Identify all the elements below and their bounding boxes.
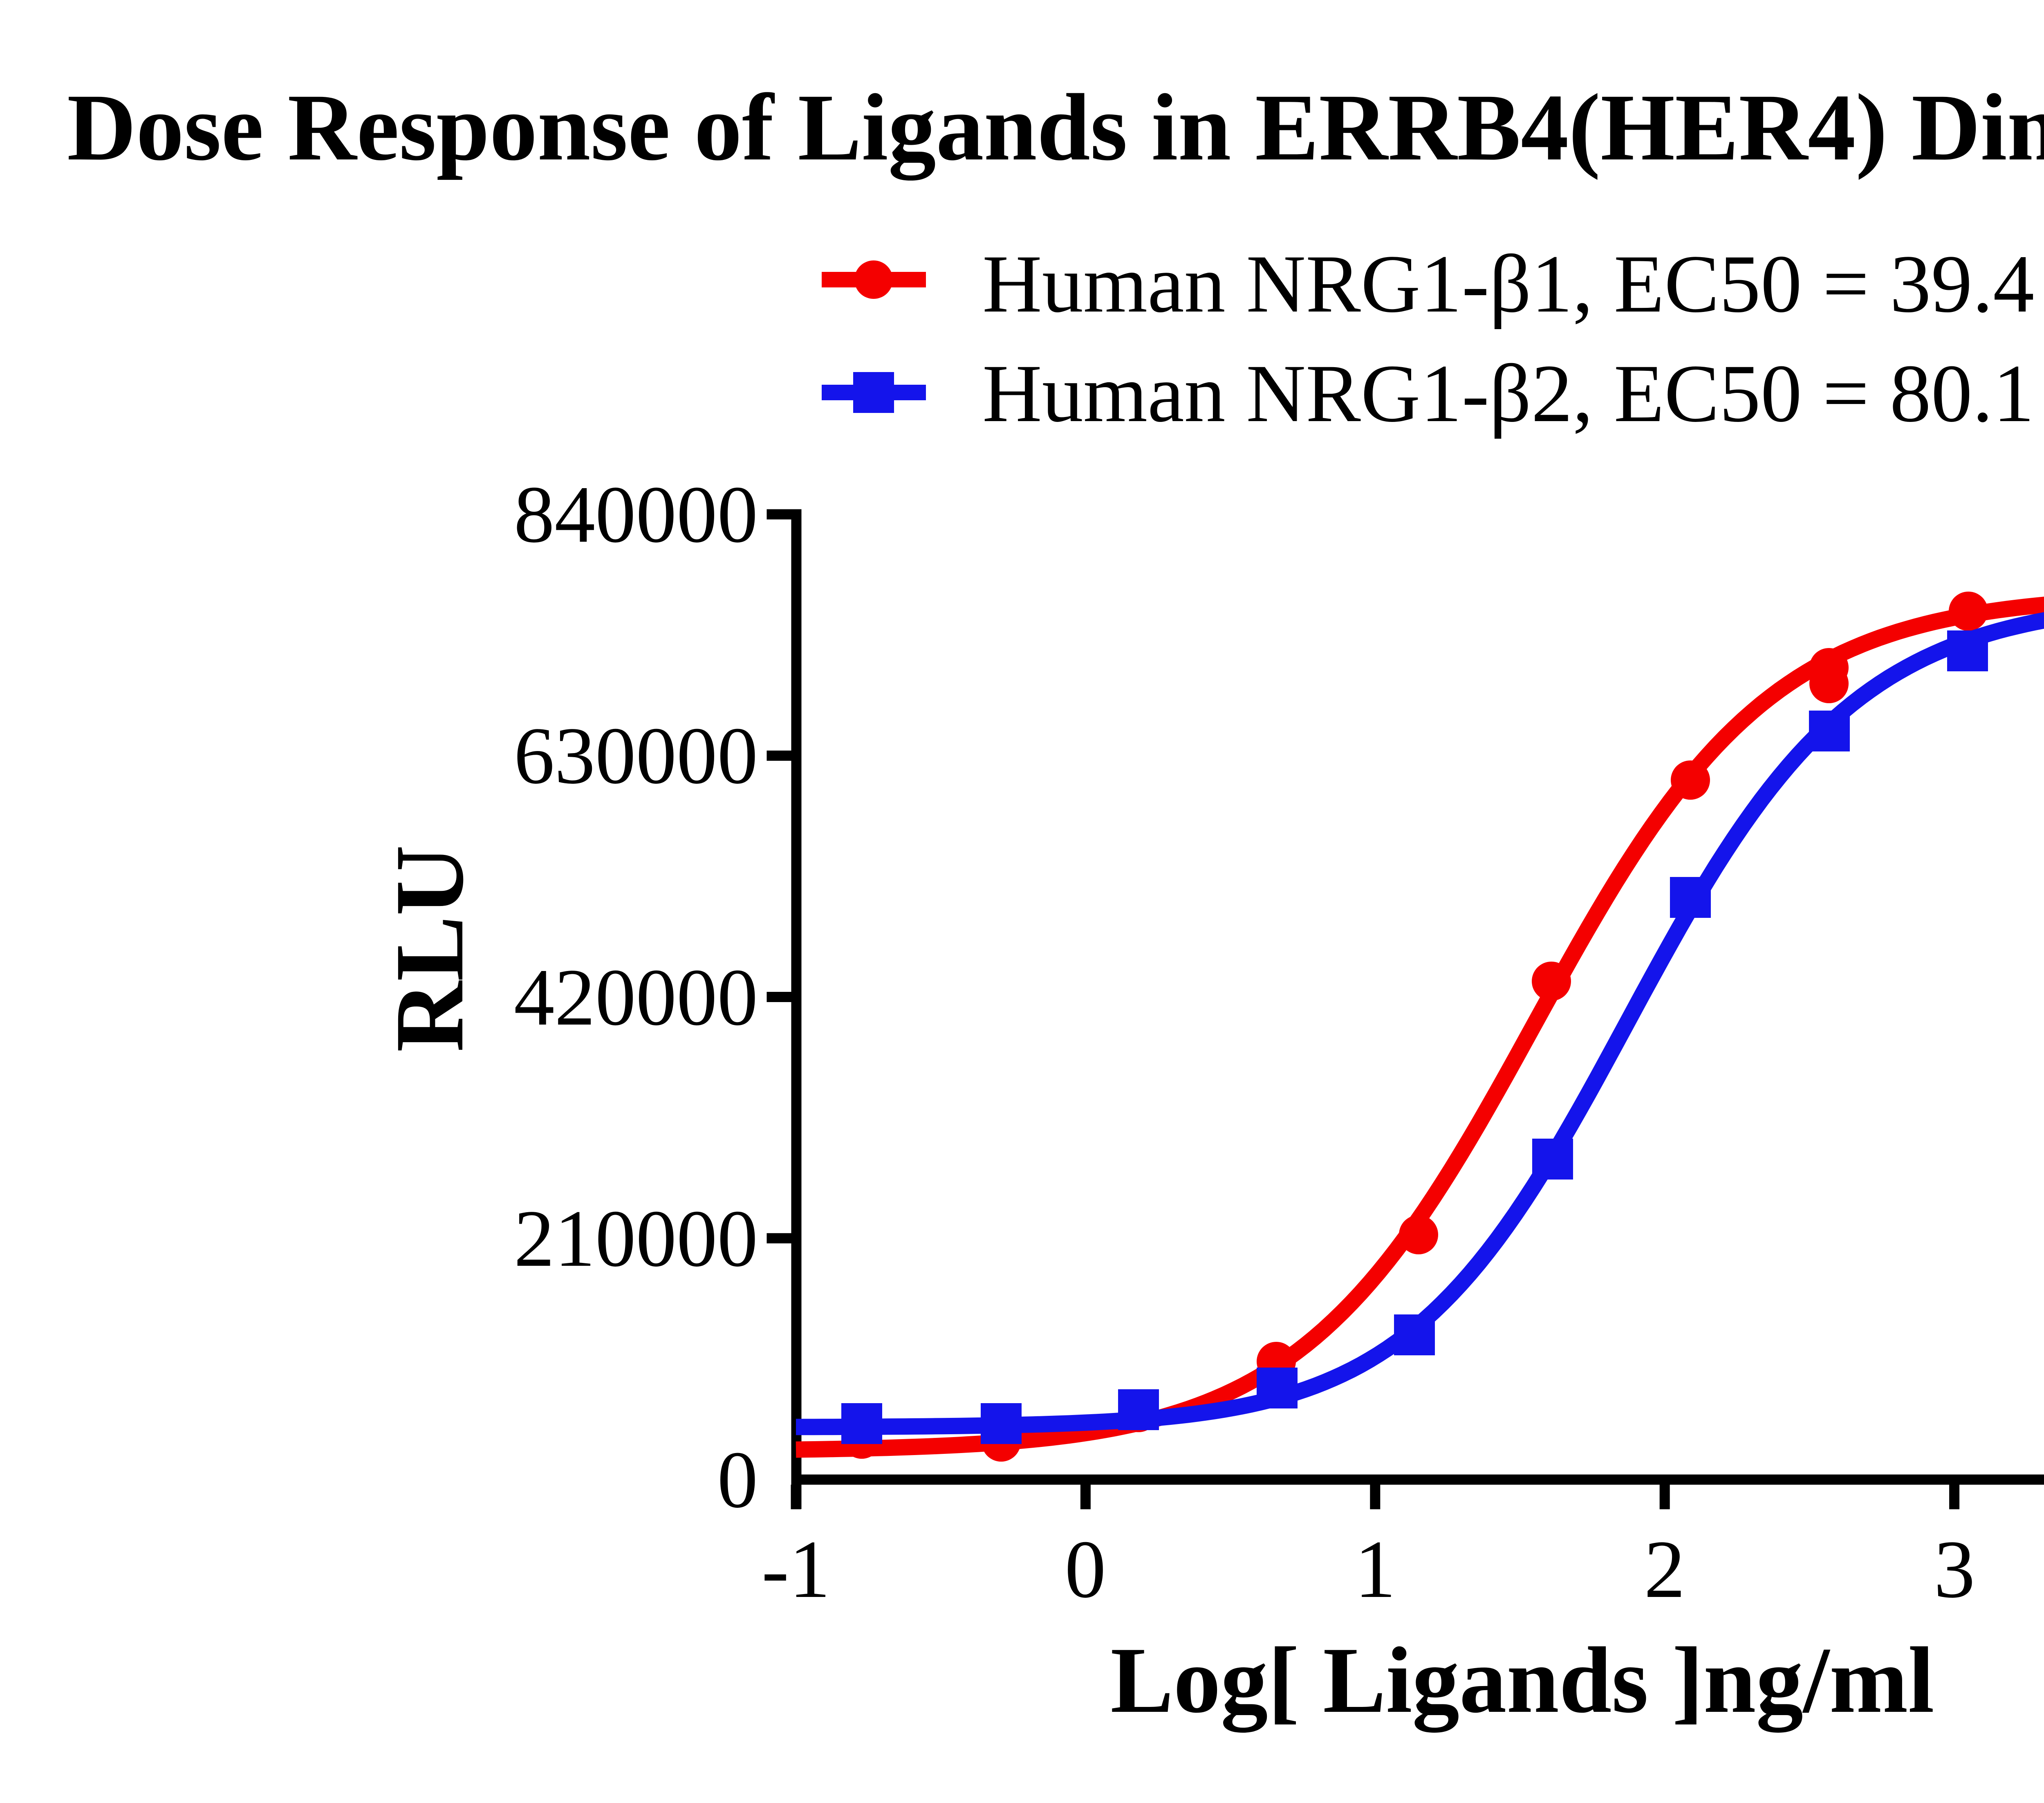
svg-text:420000: 420000 (514, 953, 758, 1043)
svg-text:840000: 840000 (514, 470, 758, 560)
svg-text:1: 1 (1355, 1523, 1396, 1615)
svg-text:-1: -1 (762, 1523, 830, 1615)
svg-text:2: 2 (1644, 1523, 1685, 1615)
svg-text:0: 0 (717, 1435, 758, 1525)
svg-text:Human NRG1-β2, EC50 = 80.1 ng/: Human NRG1-β2, EC50 = 80.1 ng/ml (982, 348, 2044, 439)
svg-text:RLU: RLU (375, 845, 484, 1052)
svg-text:Dose Response of Ligands in ER: Dose Response of Ligands in ERRB4(HER4) … (67, 63, 2044, 181)
svg-text:Log[ Ligands ]ng/ml: Log[ Ligands ]ng/ml (1110, 1628, 1934, 1733)
svg-text:3: 3 (1934, 1523, 1975, 1615)
svg-text:0: 0 (1065, 1523, 1106, 1615)
svg-text:Human NRG1-β1, EC50 = 39.4 ng/: Human NRG1-β1, EC50 = 39.4 ng/ml (982, 238, 2044, 330)
svg-text:210000: 210000 (514, 1194, 758, 1284)
svg-text:630000: 630000 (514, 711, 758, 801)
